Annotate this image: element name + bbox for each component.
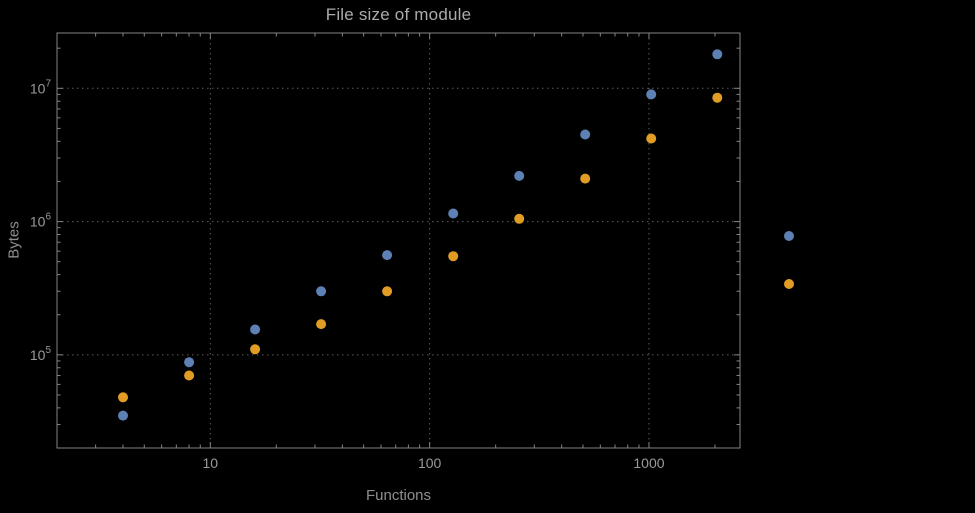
- data-point: [250, 324, 261, 335]
- x-tick-label: 10: [203, 455, 219, 471]
- series-1-points: [118, 49, 723, 421]
- chart-title: File size of module: [325, 5, 472, 24]
- y-tick-label: 107: [30, 78, 52, 96]
- axis-ticks: [57, 33, 740, 448]
- x-tick-label: 100: [418, 455, 442, 471]
- data-point: [316, 319, 327, 330]
- legend-markers: [784, 231, 794, 289]
- data-point: [184, 357, 195, 368]
- legend-marker-series-2: [784, 279, 794, 289]
- data-point: [250, 344, 261, 355]
- data-point: [514, 213, 525, 224]
- data-point: [514, 170, 525, 181]
- series-2-points: [118, 92, 723, 403]
- data-point: [184, 370, 195, 381]
- data-point: [712, 92, 723, 103]
- data-point: [580, 173, 591, 184]
- legend-marker-series-1: [784, 231, 794, 241]
- data-point: [118, 410, 128, 421]
- x-axis-label: Functions: [365, 487, 432, 504]
- data-point: [316, 286, 327, 297]
- data-point: [382, 286, 393, 297]
- data-point: [448, 208, 459, 219]
- x-tick-label: 1000: [633, 455, 664, 471]
- data-point: [382, 250, 393, 261]
- data-point: [646, 89, 657, 100]
- data-point: [580, 129, 591, 140]
- y-tick-label: 105: [30, 345, 52, 363]
- data-point: [448, 251, 459, 262]
- gridlines: [57, 33, 740, 448]
- data-point: [646, 133, 657, 144]
- tick-labels: 10 100 1000 105 106 107: [30, 78, 665, 471]
- data-point: [712, 49, 723, 60]
- data-point: [118, 392, 128, 403]
- plot-frame: [56, 32, 741, 449]
- y-tick-label: 106: [30, 212, 52, 230]
